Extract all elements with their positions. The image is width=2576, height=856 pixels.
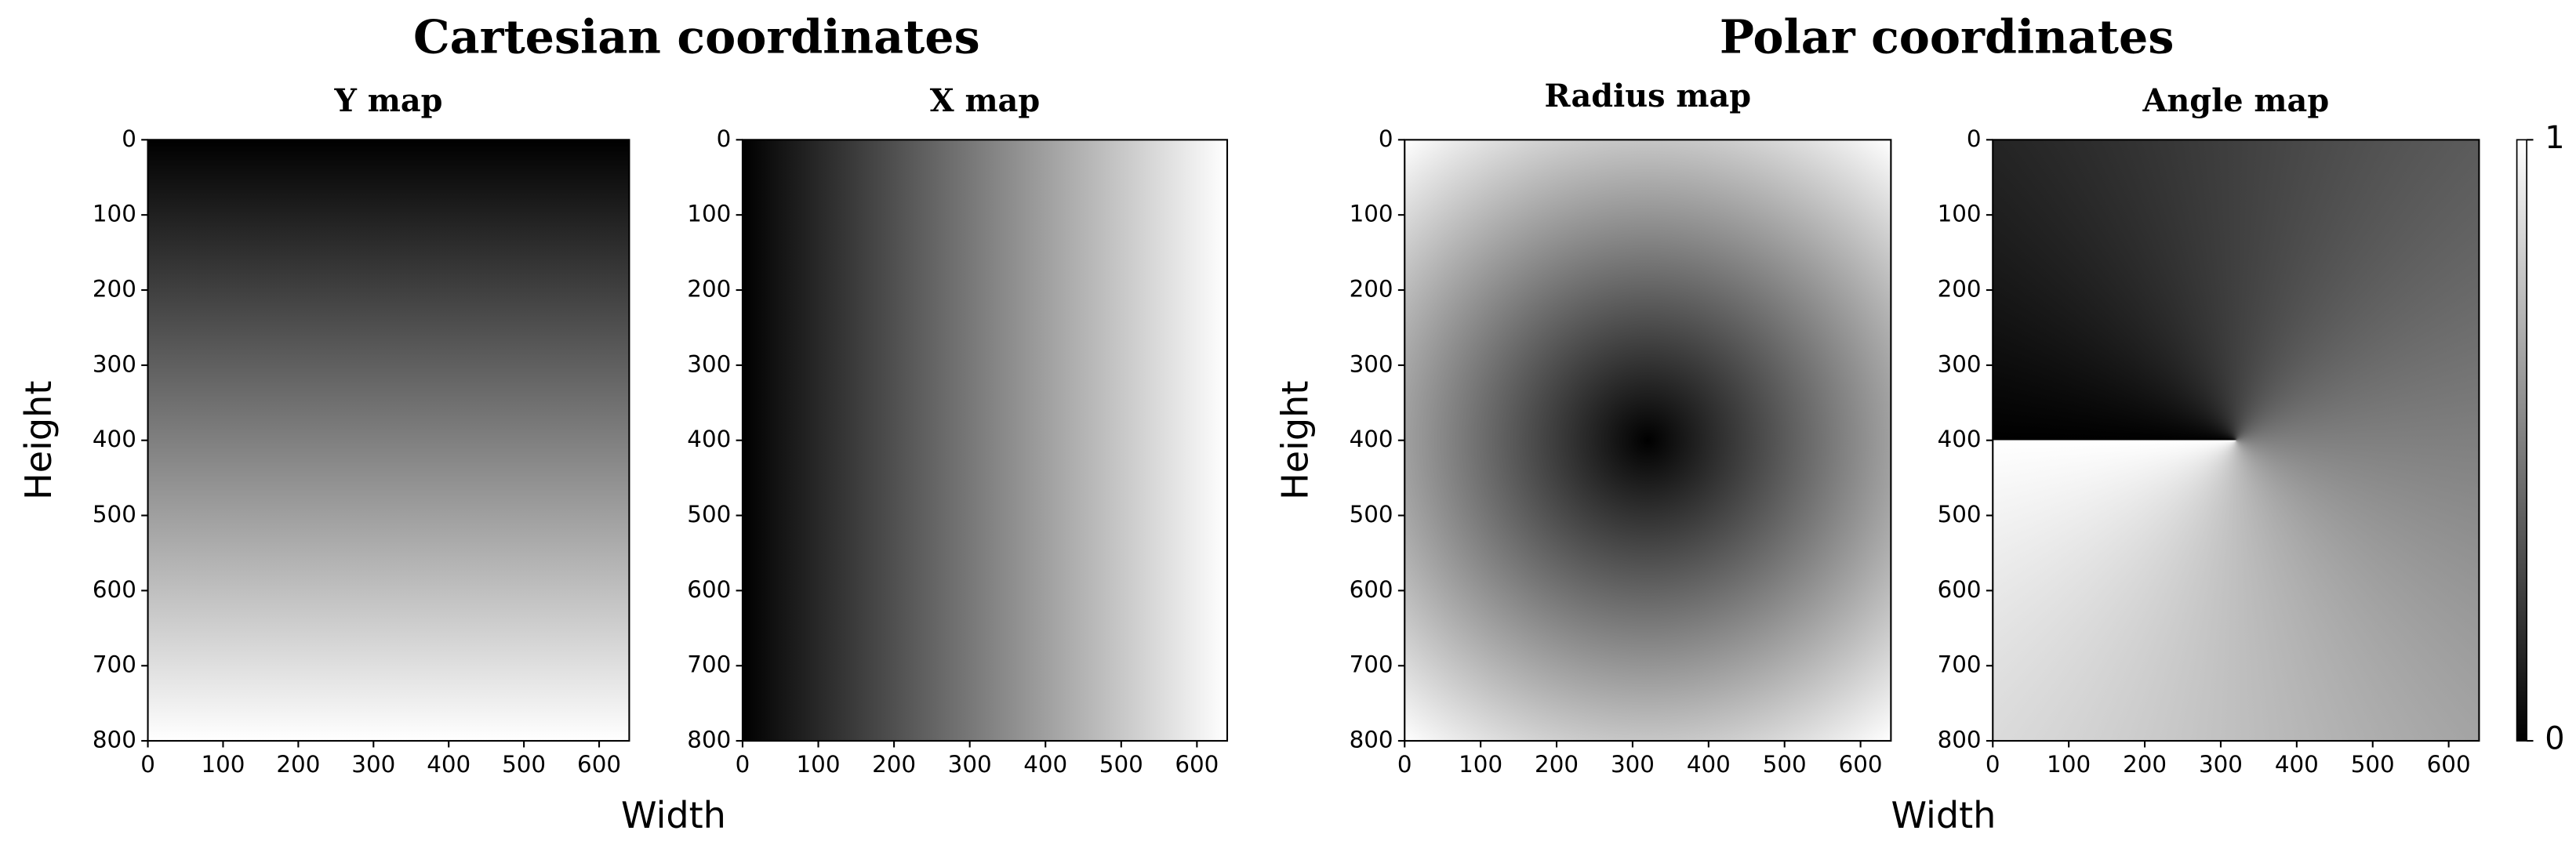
x-tick-label: 100	[1459, 751, 1502, 778]
y-tick-label: 0	[122, 125, 136, 152]
x-tick-label: 600	[577, 751, 621, 778]
x-tick-label: 600	[2427, 751, 2471, 778]
x-tick-label: 200	[2123, 751, 2167, 778]
y-tick-label: 800	[1938, 727, 1982, 753]
x-tick-label: 600	[1175, 751, 1219, 778]
x-tick-label: 100	[797, 751, 841, 778]
image	[1993, 140, 2480, 742]
figure-title: Cartesian coordinates	[413, 10, 980, 64]
y-tick-label: 0	[1967, 125, 1982, 152]
x-tick-label: 0	[1986, 751, 2000, 778]
x-tick-label: 600	[1839, 751, 1883, 778]
y-tick-label: 0	[717, 125, 732, 152]
y-tick-label: 200	[1938, 276, 1982, 303]
y-tick-label: 700	[1350, 651, 1393, 678]
image-fill	[1993, 140, 2480, 742]
x-tick-label: 0	[140, 751, 155, 778]
x-tick-label: 200	[276, 751, 320, 778]
colorbar-frame	[2516, 139, 2527, 742]
y-axis-label: Height	[17, 381, 60, 500]
y-tick-label: 600	[93, 576, 136, 603]
y-tick-label: 700	[93, 651, 136, 678]
y-tick-label: 500	[687, 501, 731, 528]
y-tick-label: 800	[687, 727, 731, 753]
colorbar	[2516, 140, 2527, 742]
x-tick-label: 300	[948, 751, 992, 778]
y-tick-label: 300	[687, 350, 731, 377]
colorbar-fill	[2516, 140, 2527, 742]
y-tick-label: 300	[1938, 350, 1982, 377]
panel-title: X map	[930, 83, 1040, 119]
y-tick-label: 500	[1350, 501, 1393, 528]
y-tick-label: 100	[687, 201, 731, 227]
image-fill	[1404, 140, 1891, 742]
x-tick-label: 300	[1611, 751, 1655, 778]
colorbar-tick-label: 0	[2545, 721, 2564, 757]
colorbar-tick-label: 1	[2545, 120, 2564, 156]
x-tick-label: 100	[2047, 751, 2091, 778]
y-tick-label: 600	[687, 576, 731, 603]
x-axis-label: Width	[621, 794, 726, 836]
y-tick-label: 300	[93, 350, 136, 377]
panel-title: Radius map	[1544, 78, 1751, 114]
x-tick-label: 500	[2351, 751, 2395, 778]
y-tick-label: 200	[687, 276, 731, 303]
image	[742, 140, 1227, 742]
x-tick-label: 400	[1023, 751, 1067, 778]
x-tick-label: 500	[1763, 751, 1807, 778]
y-tick-label: 400	[1350, 426, 1393, 452]
y-tick-label: 100	[93, 201, 136, 227]
x-axis-label: Width	[1891, 794, 1996, 836]
y-tick-label: 600	[1938, 576, 1982, 603]
y-tick-label: 100	[1350, 201, 1393, 227]
y-tick-label: 600	[1350, 576, 1393, 603]
y-axis-label: Height	[1274, 381, 1317, 500]
y-tick-label: 0	[1379, 125, 1393, 152]
x-tick-label: 400	[2275, 751, 2319, 778]
y-tick-label: 100	[1938, 201, 1982, 227]
x-tick-label: 400	[1687, 751, 1731, 778]
y-tick-label: 500	[93, 501, 136, 528]
y-tick-label: 400	[1938, 426, 1982, 452]
y-tick-label: 200	[93, 276, 136, 303]
image-fill	[147, 140, 630, 742]
image-fill	[742, 140, 1227, 742]
x-tick-label: 500	[502, 751, 546, 778]
y-tick-label: 200	[1350, 276, 1393, 303]
y-tick-label: 700	[1938, 651, 1982, 678]
panel-title: Angle map	[2142, 83, 2330, 119]
panel-title: Y map	[333, 83, 442, 119]
y-tick-label: 400	[93, 426, 136, 452]
y-tick-label: 800	[1350, 727, 1393, 753]
y-tick-label: 300	[1350, 350, 1393, 377]
y-tick-label: 500	[1938, 501, 1982, 528]
x-tick-label: 300	[351, 751, 395, 778]
figure-title: Polar coordinates	[1720, 10, 2175, 64]
x-tick-label: 200	[872, 751, 916, 778]
x-tick-label: 100	[201, 751, 245, 778]
x-tick-label: 400	[427, 751, 471, 778]
x-tick-label: 300	[2199, 751, 2243, 778]
image	[147, 140, 630, 742]
x-tick-label: 0	[736, 751, 750, 778]
x-tick-label: 500	[1099, 751, 1143, 778]
x-tick-label: 200	[1535, 751, 1579, 778]
y-tick-label: 400	[687, 426, 731, 452]
image	[1404, 140, 1891, 742]
y-tick-label: 800	[93, 727, 136, 753]
y-tick-label: 700	[687, 651, 731, 678]
x-tick-label: 0	[1397, 751, 1412, 778]
